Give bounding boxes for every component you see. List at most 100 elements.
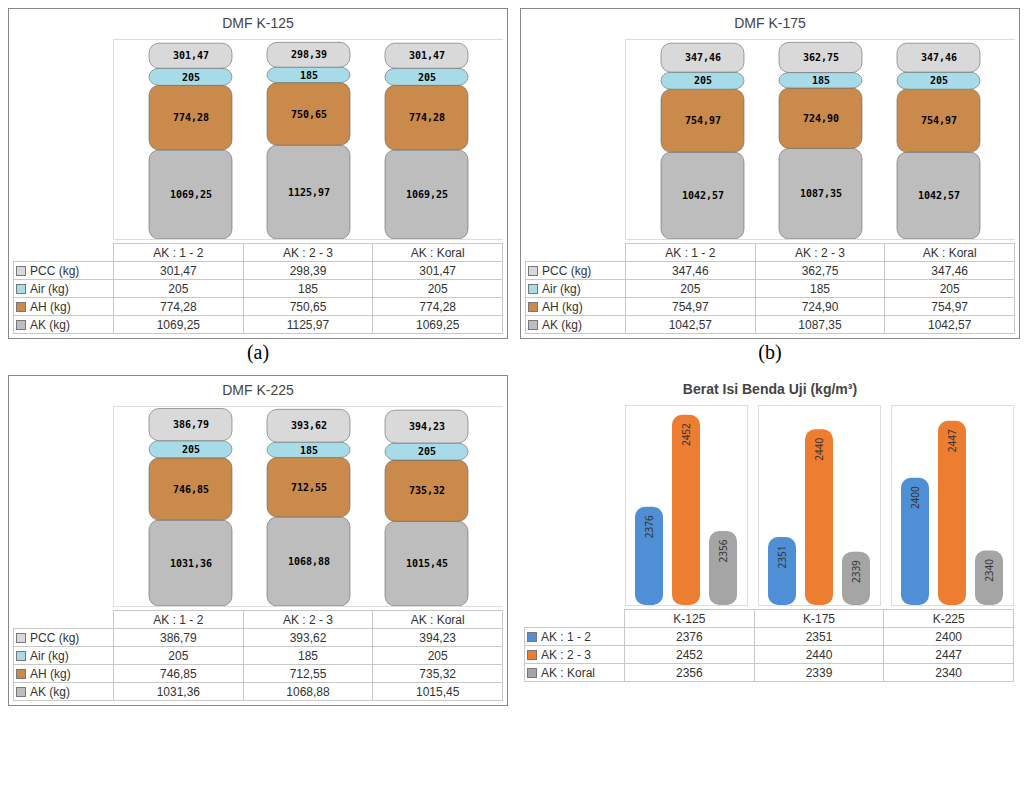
svg-text:1125,97: 1125,97 xyxy=(288,187,330,198)
svg-text:774,28: 774,28 xyxy=(409,112,445,123)
svg-text:205: 205 xyxy=(418,72,436,83)
svg-text:2376: 2376 xyxy=(642,515,656,538)
svg-text:298,39: 298,39 xyxy=(291,49,327,60)
html-text:AK : 1 - 2: AK : 1 - 2 xyxy=(153,245,204,260)
html-text:386,79: 386,79 xyxy=(160,630,197,645)
html-text:Air (kg): Air (kg) xyxy=(30,648,69,663)
html-text:724,90: 724,90 xyxy=(801,299,839,314)
html-text:754,97: 754,97 xyxy=(931,299,968,314)
html-text:394,23: 394,23 xyxy=(419,630,456,645)
svg-text:2340: 2340 xyxy=(982,559,996,582)
svg-text:347,46: 347,46 xyxy=(685,52,721,63)
html-text:DMF K-125: DMF K-125 xyxy=(222,15,294,31)
html-text:AK : Koral: AK : Koral xyxy=(922,245,977,260)
svg-text:1068,88: 1068,88 xyxy=(288,556,330,567)
html-text:185: 185 xyxy=(810,281,830,296)
svg-text:301,47: 301,47 xyxy=(173,50,209,61)
svg-text:724,90: 724,90 xyxy=(803,113,839,124)
svg-text:1069,25: 1069,25 xyxy=(406,189,448,200)
html-text:205: 205 xyxy=(427,281,448,296)
html-text:AK : 2 - 3: AK : 2 - 3 xyxy=(795,245,845,260)
html-text:AK : 1 - 2: AK : 1 - 2 xyxy=(665,245,716,260)
svg-text:2339: 2339 xyxy=(849,560,863,583)
html-text:1042,57: 1042,57 xyxy=(928,317,972,332)
html-text:Air (kg): Air (kg) xyxy=(30,281,69,296)
svg-text:185: 185 xyxy=(300,70,318,81)
html-text:205: 205 xyxy=(680,281,701,296)
svg-text:1087,35: 1087,35 xyxy=(800,188,842,199)
html-text:AK : 2 - 3: AK : 2 - 3 xyxy=(283,245,333,260)
html-text:774,28: 774,28 xyxy=(419,299,456,314)
html-text:DMF K-175: DMF K-175 xyxy=(734,15,806,31)
html-text:AK : 1 - 2: AK : 1 - 2 xyxy=(153,612,204,627)
html-text:185: 185 xyxy=(298,648,318,663)
html-text:301,47: 301,47 xyxy=(419,263,456,278)
svg-text:205: 205 xyxy=(418,446,436,457)
svg-text:301,47: 301,47 xyxy=(409,50,445,61)
html-text:301,47: 301,47 xyxy=(160,263,197,278)
svg-text:205: 205 xyxy=(182,72,200,83)
html-text:Air (kg): Air (kg) xyxy=(542,281,581,296)
html-text:AK : 2 - 3: AK : 2 - 3 xyxy=(283,612,333,627)
svg-text:712,55: 712,55 xyxy=(291,482,327,493)
svg-text:1042,57: 1042,57 xyxy=(918,190,960,201)
html-text:1069,25: 1069,25 xyxy=(416,317,460,332)
html-text:393,62: 393,62 xyxy=(289,630,327,645)
html-text:298,39: 298,39 xyxy=(289,263,327,278)
html-text:AH (kg): AH (kg) xyxy=(30,299,71,314)
svg-text:347,46: 347,46 xyxy=(921,52,957,63)
html-text:347,46: 347,46 xyxy=(672,263,709,278)
html-text:750,65: 750,65 xyxy=(289,299,327,314)
html-text:PCC (kg): PCC (kg) xyxy=(30,630,80,645)
svg-text:386,79: 386,79 xyxy=(173,419,209,430)
svg-text:185: 185 xyxy=(300,445,318,456)
svg-text:2400: 2400 xyxy=(908,486,922,509)
html-text:1125,97: 1125,97 xyxy=(286,317,330,332)
svg-text:185: 185 xyxy=(812,75,830,86)
html-text:DMF K-225: DMF K-225 xyxy=(222,382,294,398)
svg-text:754,97: 754,97 xyxy=(685,115,721,126)
svg-text:774,28: 774,28 xyxy=(173,112,209,123)
svg-text:746,85: 746,85 xyxy=(173,484,209,495)
html-text:754,97: 754,97 xyxy=(672,299,709,314)
svg-text:2452: 2452 xyxy=(679,423,693,446)
html-text:AH (kg): AH (kg) xyxy=(542,299,583,314)
html-text:(b): (b) xyxy=(758,341,782,363)
svg-text:393,62: 393,62 xyxy=(291,420,327,431)
svg-text:2351: 2351 xyxy=(775,546,789,569)
svg-text:205: 205 xyxy=(694,75,712,86)
html-text:AK : Koral: AK : Koral xyxy=(410,612,465,627)
html-text:PCC (kg): PCC (kg) xyxy=(30,263,80,278)
html-text:362,75: 362,75 xyxy=(801,263,839,278)
html-text:205: 205 xyxy=(168,648,189,663)
svg-text:205: 205 xyxy=(930,75,948,86)
svg-text:2447: 2447 xyxy=(945,429,959,452)
svg-text:1031,36: 1031,36 xyxy=(170,558,212,569)
html-text:(a): (a) xyxy=(246,341,270,363)
svg-text:205: 205 xyxy=(182,444,200,455)
html-text:1042,57: 1042,57 xyxy=(668,317,712,332)
html-text:347,46: 347,46 xyxy=(931,263,968,278)
html-text:1069,25: 1069,25 xyxy=(156,317,200,332)
svg-text:2356: 2356 xyxy=(716,539,730,562)
svg-text:1015,45: 1015,45 xyxy=(406,558,448,569)
svg-text:394,23: 394,23 xyxy=(409,421,445,432)
svg-text:2440: 2440 xyxy=(812,437,826,460)
html-text:AK (kg): AK (kg) xyxy=(30,317,70,332)
html-text:1087,35: 1087,35 xyxy=(798,317,842,332)
svg-text:750,65: 750,65 xyxy=(291,109,327,120)
html-text:205: 205 xyxy=(168,281,189,296)
html-text:185: 185 xyxy=(298,281,318,296)
svg-text:735,32: 735,32 xyxy=(409,485,445,496)
html-text:AK (kg): AK (kg) xyxy=(542,317,582,332)
svg-text:1069,25: 1069,25 xyxy=(170,189,212,200)
html-text:205: 205 xyxy=(939,281,960,296)
html-text:AK : Koral: AK : Koral xyxy=(410,245,465,260)
html-text:PCC (kg): PCC (kg) xyxy=(542,263,592,278)
svg-text:362,75: 362,75 xyxy=(803,52,839,63)
html-text:205: 205 xyxy=(427,648,448,663)
html-text:774,28: 774,28 xyxy=(160,299,197,314)
html-text:Berat Isi Benda Uji (kg/m³): Berat Isi Benda Uji (kg/m³) xyxy=(682,381,858,397)
svg-text:754,97: 754,97 xyxy=(921,115,957,126)
svg-text:1042,57: 1042,57 xyxy=(682,190,724,201)
